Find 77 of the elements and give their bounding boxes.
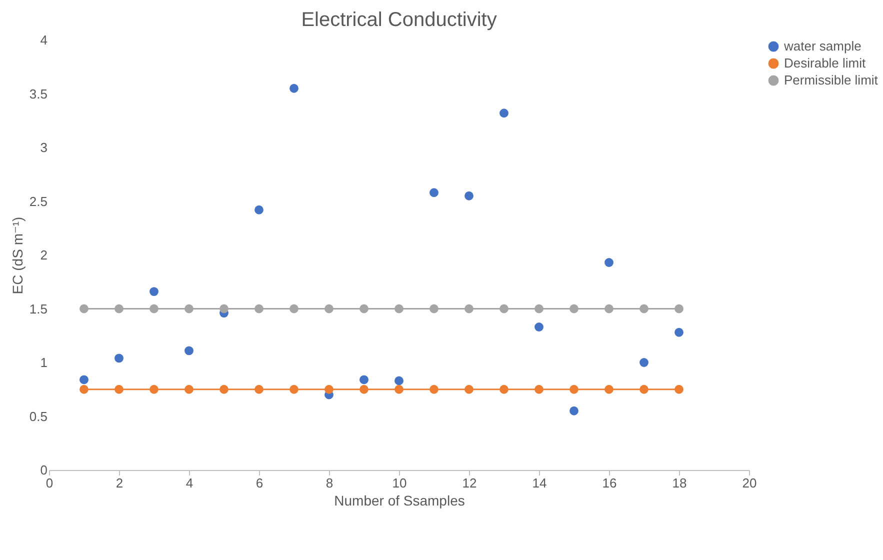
point [150,384,158,394]
point [150,287,158,296]
point [80,375,88,384]
point [570,384,578,394]
point [640,304,648,314]
chart-title: Electrical Conductivity [301,9,497,31]
x-tick-label: 10 [392,476,407,490]
point [290,304,298,314]
point [254,304,264,314]
point [184,304,194,314]
point [290,84,298,93]
y-tick-label: 1.5 [29,301,48,316]
y-axis-title: EC (dS m⁻¹) [9,216,26,294]
point [394,384,404,394]
point [394,376,404,386]
legend-label: Desirable limit [784,56,866,70]
point [464,191,474,200]
point [114,354,124,363]
point [500,108,508,118]
y-tick-label: 3 [40,140,48,155]
legend-label: Permissible limit [784,72,878,88]
point [220,384,228,394]
x-tick-label: 18 [672,476,687,490]
point [290,384,298,394]
y-tick-label: 3.5 [29,86,48,102]
point [604,304,614,314]
y-tick-label: 4 [40,32,48,48]
point [430,384,438,394]
point [464,384,474,394]
x-axis-title: Number of Ssamples [334,492,465,508]
y-tick-label: 0 [40,462,48,478]
point [80,384,88,394]
point [500,304,508,314]
x-tick-label: 6 [256,476,264,490]
point [464,304,474,314]
point [674,328,684,337]
point [324,304,334,314]
point [184,384,194,394]
point [604,384,614,394]
point [360,384,368,394]
y-tick-label: 2 [40,248,48,262]
point [674,304,684,314]
x-tick-label: 4 [186,476,194,490]
point [360,304,368,314]
x-tick-label: 12 [462,476,477,490]
point [534,384,544,394]
point [220,304,228,314]
point [430,188,438,198]
point [360,375,368,384]
point [640,384,648,394]
point [114,304,124,314]
point [604,258,614,267]
point [254,384,264,394]
point [500,384,508,394]
point [254,205,264,214]
point [150,304,158,314]
point [570,304,578,314]
point [430,304,438,314]
point [570,406,578,416]
point [534,304,544,314]
y-tick-label: 1 [40,355,48,370]
y-tick-label: 0.5 [29,408,48,424]
x-tick-label: 2 [116,476,124,490]
point [80,304,88,314]
point [394,304,404,314]
y-tick-label: 2.5 [29,194,48,209]
point [640,358,648,367]
point [184,346,194,356]
x-tick-label: 8 [326,476,334,490]
point [114,384,124,394]
x-tick-label: 16 [602,476,617,490]
x-tick-label: 20 [742,476,757,490]
x-tick-label: 14 [532,476,547,490]
point [324,384,334,394]
point [674,384,684,394]
point [534,322,544,332]
legend-label: water sample [783,38,862,54]
